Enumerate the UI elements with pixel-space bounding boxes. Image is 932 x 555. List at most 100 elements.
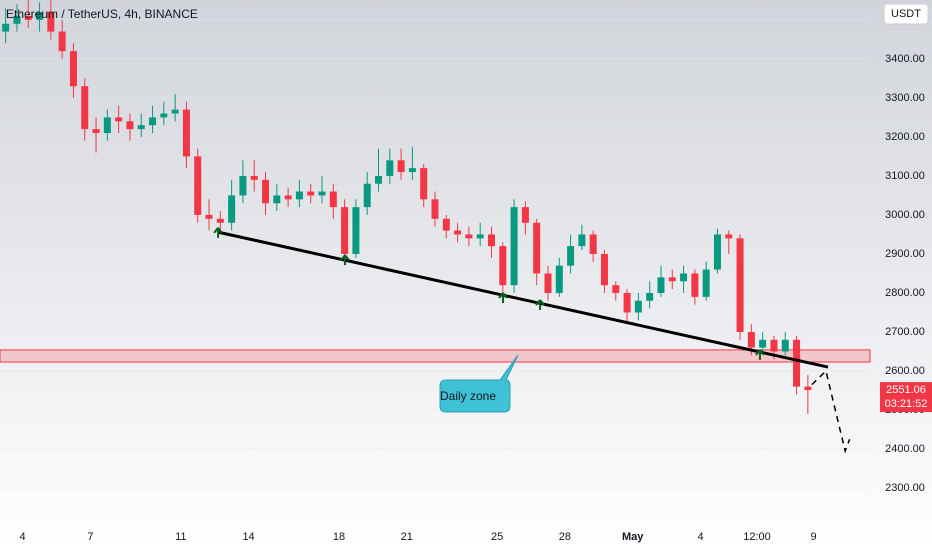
candle-body <box>725 234 733 239</box>
candle-body <box>781 339 789 352</box>
candle-body <box>250 175 258 180</box>
y-tick-label: 2800.00 <box>885 287 925 299</box>
candle-body <box>375 175 383 184</box>
pivot-arrow <box>535 299 545 310</box>
x-tick-label: 14 <box>242 531 254 543</box>
candle-body <box>634 300 642 313</box>
candle-body <box>182 109 190 157</box>
candle-body <box>205 214 213 219</box>
y-tick-label: 3100.00 <box>885 170 925 182</box>
candle-body <box>69 51 77 87</box>
candle-body <box>149 117 157 126</box>
x-tick-label: 21 <box>401 531 413 543</box>
candle-body <box>2 23 10 32</box>
y-tick-label: 3200.00 <box>885 131 925 143</box>
candle-body <box>567 246 575 266</box>
candle-body <box>657 277 665 293</box>
pivot-arrow <box>755 349 765 360</box>
candle-body <box>363 183 371 208</box>
candle-body <box>454 230 462 235</box>
candle-body <box>262 179 270 204</box>
candle-body <box>702 269 710 297</box>
y-tick-label: 2400.00 <box>885 443 925 455</box>
candle-body <box>171 109 179 114</box>
y-tick-label: 3300.00 <box>885 92 925 104</box>
candle-body <box>713 234 721 270</box>
currency-label: USDT <box>891 8 921 20</box>
candle-body <box>680 273 688 282</box>
last-price-box <box>880 382 932 413</box>
candle-body <box>273 195 281 204</box>
pivot-arrow <box>213 227 223 238</box>
candle-body <box>115 117 123 122</box>
y-tick-label: 2300.00 <box>885 482 925 494</box>
y-tick-label: 3400.00 <box>885 53 925 65</box>
candle-body <box>533 222 541 274</box>
y-tick-label: 2700.00 <box>885 326 925 338</box>
x-tick-label: May <box>622 531 644 543</box>
candle-body <box>408 168 416 173</box>
candle-body <box>341 207 349 254</box>
candle-body <box>431 199 439 219</box>
x-tick-label: 9 <box>810 531 816 543</box>
projection <box>811 369 851 454</box>
x-tick-label: 7 <box>87 531 93 543</box>
candle-body <box>216 218 224 223</box>
chart-title: Ethereum / TetherUS, 4h, BINANCE <box>6 7 198 21</box>
candle-body <box>194 156 202 215</box>
pivot-arrow <box>340 254 350 266</box>
candle-body <box>804 386 812 391</box>
candle-body <box>736 238 744 332</box>
last-price: 2551.06 <box>886 384 926 396</box>
x-tick-label: 28 <box>559 531 571 543</box>
callout-text: Daily zone <box>440 389 496 403</box>
candle-body <box>24 15 32 20</box>
candle-body <box>352 207 360 254</box>
candle-body <box>81 86 89 130</box>
candle-body <box>137 125 145 130</box>
pivot-arrow <box>498 292 508 303</box>
y-tick-label: 2600.00 <box>885 365 925 377</box>
trendline <box>217 230 829 369</box>
candle-body <box>126 121 134 130</box>
candle-body <box>499 246 507 286</box>
candle-body <box>92 129 100 134</box>
candle-body <box>36 12 44 20</box>
candle-body <box>386 160 394 176</box>
candle-body <box>691 273 699 297</box>
candle-body <box>487 234 495 247</box>
candle-body <box>521 207 529 223</box>
callout <box>439 354 519 413</box>
plot: 2300.002400.002500.002600.002700.002800.… <box>0 0 932 543</box>
y-tick-label: 2900.00 <box>885 248 925 260</box>
candle-body <box>13 15 21 24</box>
candle-body <box>770 339 778 352</box>
x-tick-label: 4 <box>20 531 26 543</box>
candle-body <box>793 339 801 387</box>
candle-body <box>397 160 405 173</box>
candle-body <box>465 234 473 239</box>
candle-body <box>623 292 631 313</box>
x-tick-label: 12:00 <box>743 531 771 543</box>
candle-body <box>420 168 428 200</box>
candle-body <box>759 339 767 348</box>
candle-body <box>442 218 450 231</box>
candle-body <box>239 175 247 196</box>
candle-body <box>600 253 608 286</box>
candle-body <box>284 195 292 200</box>
currency-box <box>883 3 929 25</box>
candle-body <box>307 191 315 196</box>
daily-zone <box>0 349 871 363</box>
candle-body <box>295 191 303 200</box>
y-tick-label: 3000.00 <box>885 209 925 221</box>
x-tick-label: 11 <box>175 531 186 543</box>
candle-body <box>668 277 676 282</box>
candle-body <box>747 331 755 348</box>
candle-body <box>555 265 563 293</box>
candle-body <box>589 234 597 254</box>
candle-body <box>612 285 620 293</box>
candle-body <box>510 207 518 286</box>
candle-body <box>160 113 168 118</box>
candle-body <box>47 12 55 32</box>
